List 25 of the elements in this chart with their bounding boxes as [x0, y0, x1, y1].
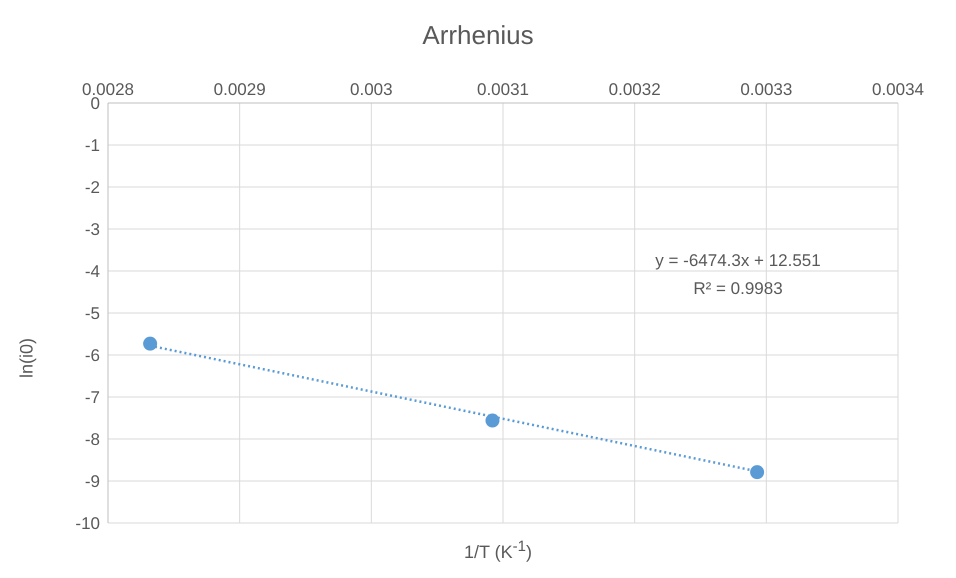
- x-axis-title: 1/T (K$^{-1}$): [462, 538, 534, 563]
- point: [143, 336, 158, 351]
- x-tick-label: 0.003: [350, 80, 393, 99]
- x-tick-label: 0.0032: [608, 80, 661, 99]
- y-tick-label: -8: [84, 430, 100, 450]
- y-tick-label: 0: [90, 94, 100, 114]
- y-tick-label: -2: [84, 178, 100, 198]
- y-tick-label: -5: [84, 304, 100, 324]
- y-tick-label: -7: [84, 388, 100, 408]
- x-tick-label: 0.0031: [477, 80, 529, 99]
- x-tick-label: 0.0029: [214, 80, 266, 99]
- point: [750, 465, 764, 480]
- point: [485, 414, 500, 428]
- y-tick-label: -4: [84, 262, 100, 282]
- x-tick-label: 0.0034: [872, 80, 924, 99]
- y-tick-label: -9: [84, 472, 100, 492]
- chart-title: Arrhenius: [421, 20, 535, 51]
- y-tick-label: -1: [84, 136, 100, 156]
- x-tick-label: 0.0033: [740, 80, 792, 99]
- y-tick-label: -10: [75, 514, 100, 534]
- y-axis-title: ln(i0): [16, 338, 38, 378]
- y-tick-label: -6: [84, 346, 100, 366]
- annotation: y = -6474.3x + 12.551: [654, 251, 822, 271]
- y-tick-label: -3: [84, 220, 100, 240]
- annotation: R² = 0.9983: [692, 279, 784, 299]
